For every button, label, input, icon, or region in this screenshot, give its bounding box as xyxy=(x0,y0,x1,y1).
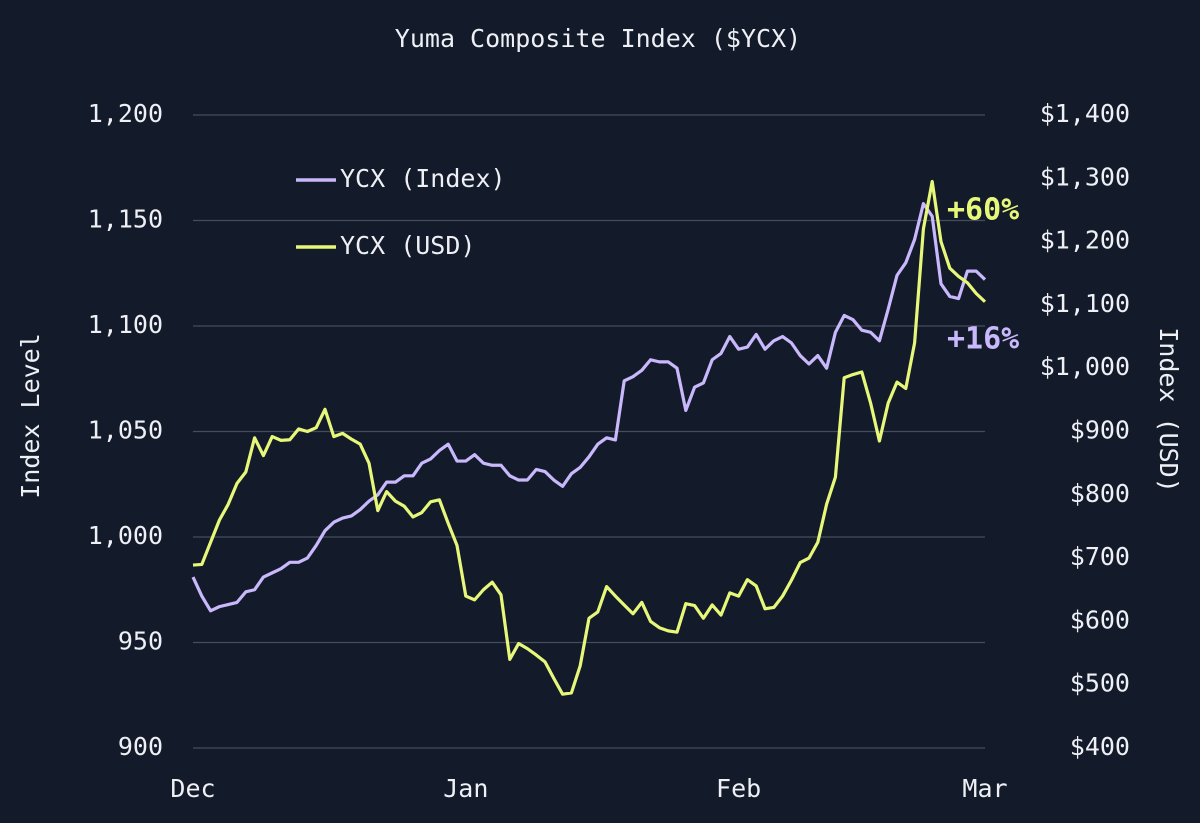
chart-title: Yuma Composite Index ($YCX) xyxy=(395,24,801,53)
y2-tick-label: $1,100 xyxy=(1040,289,1130,318)
y2-tick-label: $1,200 xyxy=(1040,226,1130,255)
y-tick-label: 1,050 xyxy=(88,416,163,445)
y-tick-label: 1,200 xyxy=(88,99,163,128)
y2-tick-label: $1,000 xyxy=(1040,352,1130,381)
x-tick-label: Feb xyxy=(716,774,761,803)
y2-tick-label: $800 xyxy=(1070,479,1130,508)
y2-axis-label: Index (USD) xyxy=(1154,327,1183,493)
annotation: +60% xyxy=(947,193,1019,228)
y2-tick-label: $700 xyxy=(1070,542,1130,571)
x-tick-label: Mar xyxy=(962,774,1007,803)
series-line xyxy=(192,179,987,696)
y2-tick-label: $1,300 xyxy=(1040,162,1130,191)
legend-label: YCX (Index) xyxy=(340,164,506,193)
annotation: +16% xyxy=(947,322,1019,357)
x-tick-label: Jan xyxy=(443,774,488,803)
legend-label: YCX (USD) xyxy=(340,231,475,260)
y2-tick-label: $900 xyxy=(1070,416,1130,445)
y-tick-label: 1,000 xyxy=(88,521,163,550)
y2-tick-label: $500 xyxy=(1070,669,1130,698)
x-tick-label: Dec xyxy=(170,774,215,803)
series-line xyxy=(191,202,987,613)
y-tick-label: 1,150 xyxy=(88,205,163,234)
y2-tick-label: $600 xyxy=(1070,605,1130,634)
y-tick-label: 1,100 xyxy=(88,310,163,339)
y-axis-label: Index Level xyxy=(16,333,45,499)
y2-tick-label: $400 xyxy=(1070,732,1130,761)
y-tick-label: 900 xyxy=(118,732,163,761)
y2-tick-label: $1,400 xyxy=(1040,99,1130,128)
y-tick-label: 950 xyxy=(118,627,163,656)
